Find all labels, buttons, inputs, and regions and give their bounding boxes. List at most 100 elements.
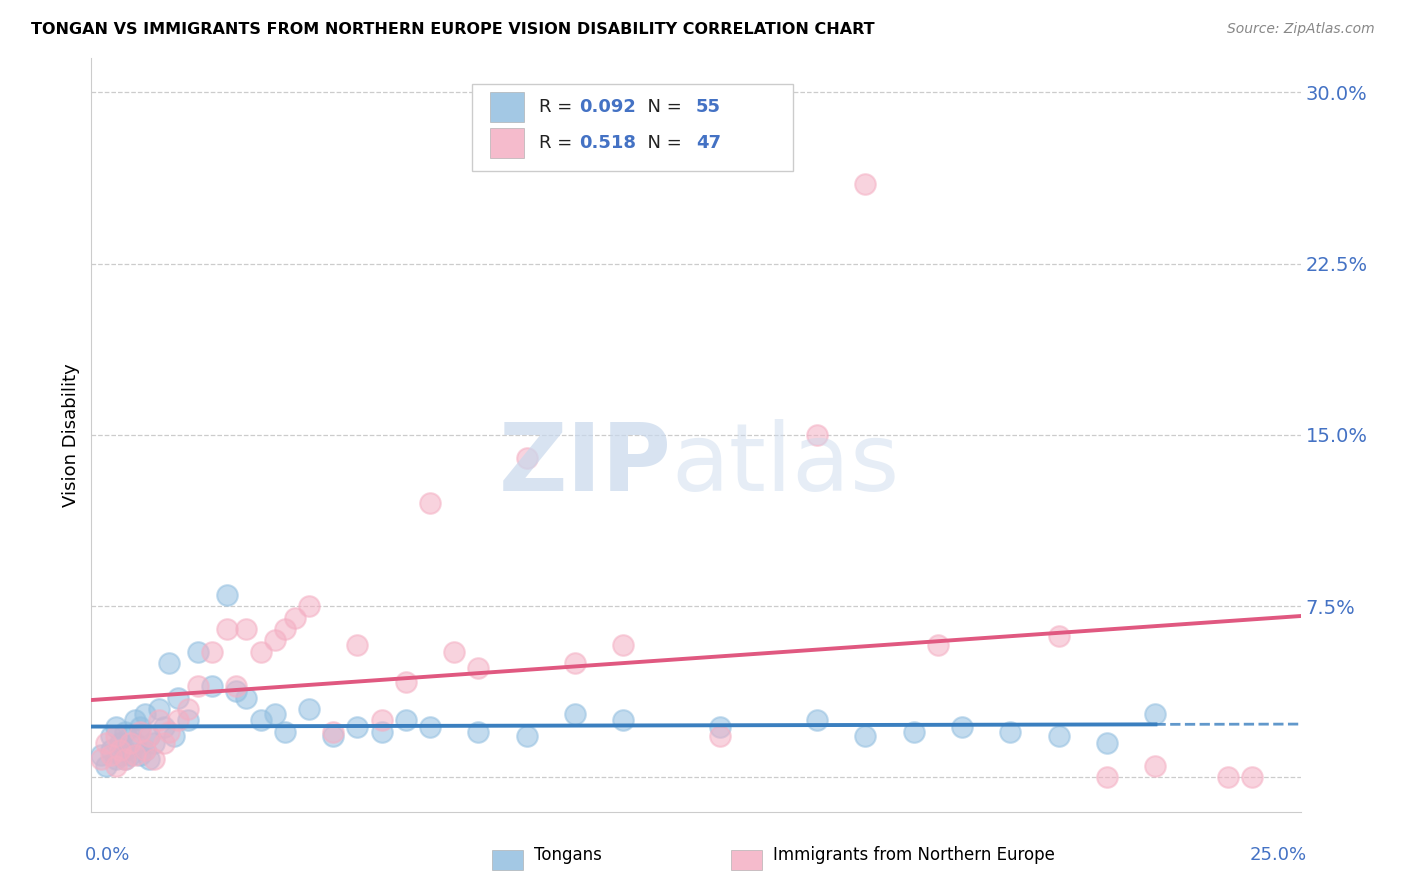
Point	[90, 747, 112, 762]
Point	[187, 645, 209, 659]
Point	[138, 730, 160, 744]
Point	[120, 736, 142, 750]
Point	[612, 638, 634, 652]
Text: Tongans: Tongans	[534, 847, 602, 864]
Point	[90, 752, 112, 766]
Point	[201, 679, 224, 693]
Point	[564, 657, 586, 671]
Point	[1047, 629, 1070, 643]
Text: 0.092: 0.092	[579, 98, 636, 116]
Point	[395, 674, 418, 689]
Point	[148, 702, 170, 716]
Point	[370, 714, 392, 728]
Point	[274, 622, 297, 636]
Point	[120, 747, 142, 762]
Point	[162, 730, 184, 744]
Point	[94, 759, 117, 773]
Point	[1095, 736, 1118, 750]
Text: 0.0%: 0.0%	[86, 846, 131, 863]
Point	[346, 638, 368, 652]
Point	[1000, 724, 1022, 739]
Point	[1047, 730, 1070, 744]
Point	[709, 720, 731, 734]
Point	[124, 747, 146, 762]
Point	[395, 714, 418, 728]
Point	[853, 730, 876, 744]
Point	[950, 720, 973, 734]
Point	[298, 599, 321, 614]
Point	[806, 714, 828, 728]
Point	[110, 747, 132, 762]
Text: TONGAN VS IMMIGRANTS FROM NORTHERN EUROPE VISION DISABILITY CORRELATION CHART: TONGAN VS IMMIGRANTS FROM NORTHERN EUROP…	[31, 22, 875, 37]
Point	[138, 730, 160, 744]
Point	[167, 690, 190, 705]
FancyBboxPatch shape	[491, 128, 524, 158]
Y-axis label: Vision Disability: Vision Disability	[62, 363, 80, 507]
Point	[264, 706, 287, 721]
Point	[274, 724, 297, 739]
Point	[114, 752, 136, 766]
Point	[100, 747, 122, 762]
Point	[128, 720, 150, 734]
Point	[157, 724, 180, 739]
Point	[806, 427, 828, 442]
Point	[110, 736, 132, 750]
Point	[143, 736, 166, 750]
Point	[346, 720, 368, 734]
Point	[143, 752, 166, 766]
Point	[467, 724, 489, 739]
Text: Source: ZipAtlas.com: Source: ZipAtlas.com	[1227, 22, 1375, 37]
Point	[134, 743, 156, 757]
Point	[264, 633, 287, 648]
Text: ZIP: ZIP	[499, 419, 672, 511]
Point	[419, 496, 441, 510]
Point	[104, 720, 127, 734]
Point	[201, 645, 224, 659]
Point	[215, 622, 238, 636]
Text: 25.0%: 25.0%	[1250, 846, 1306, 863]
Point	[235, 622, 257, 636]
Point	[322, 730, 344, 744]
Point	[128, 747, 150, 762]
Point	[1241, 771, 1264, 785]
Point	[114, 752, 136, 766]
Point	[853, 177, 876, 191]
Point	[153, 720, 176, 734]
Point	[114, 743, 136, 757]
FancyBboxPatch shape	[472, 85, 793, 171]
Point	[100, 730, 122, 744]
Point	[564, 706, 586, 721]
Text: 55: 55	[696, 98, 721, 116]
Point	[235, 690, 257, 705]
Text: atlas: atlas	[672, 419, 900, 511]
Text: N =: N =	[636, 134, 688, 153]
Text: Immigrants from Northern Europe: Immigrants from Northern Europe	[773, 847, 1054, 864]
Point	[128, 724, 150, 739]
Point	[1144, 759, 1167, 773]
Point	[516, 730, 538, 744]
Point	[903, 724, 925, 739]
Point	[100, 743, 122, 757]
Point	[104, 730, 127, 744]
Point	[124, 736, 146, 750]
Point	[104, 752, 127, 766]
Point	[177, 714, 200, 728]
Point	[104, 759, 127, 773]
Point	[134, 743, 156, 757]
Point	[467, 661, 489, 675]
Point	[612, 714, 634, 728]
Point	[157, 657, 180, 671]
Point	[516, 450, 538, 465]
Point	[225, 679, 247, 693]
Point	[709, 730, 731, 744]
Point	[134, 706, 156, 721]
Point	[114, 724, 136, 739]
FancyBboxPatch shape	[491, 92, 524, 122]
Point	[249, 714, 271, 728]
Text: R =: R =	[538, 134, 578, 153]
Point	[1095, 771, 1118, 785]
Text: R =: R =	[538, 98, 578, 116]
Point	[167, 714, 190, 728]
Point	[124, 714, 146, 728]
Point	[249, 645, 271, 659]
